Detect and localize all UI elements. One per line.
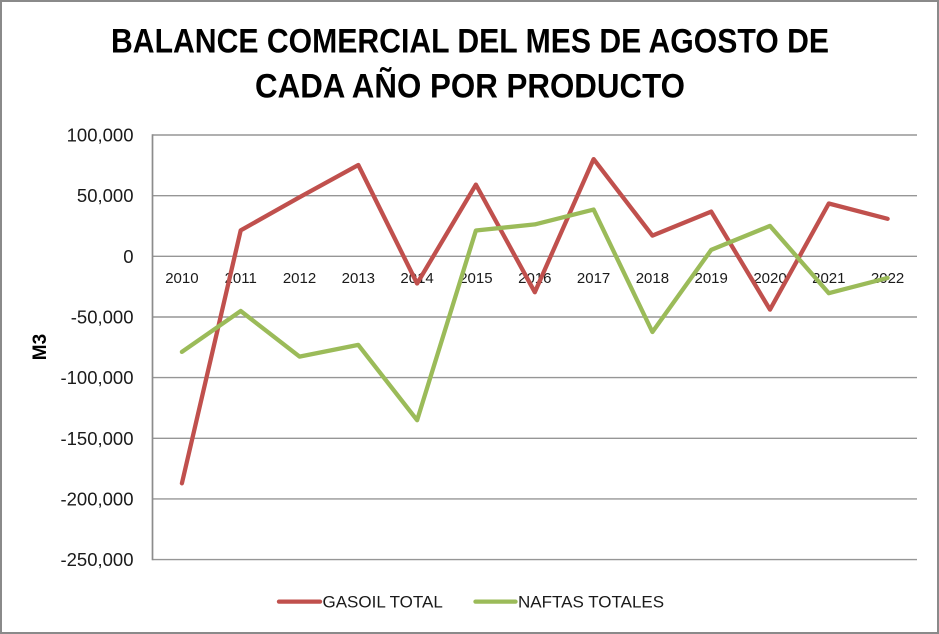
- svg-text:CADA AÑO POR PRODUCTO: CADA AÑO POR PRODUCTO: [255, 68, 685, 106]
- svg-text:2013: 2013: [342, 270, 375, 287]
- svg-text:100,000: 100,000: [67, 125, 134, 146]
- svg-text:GASOIL TOTAL: GASOIL TOTAL: [323, 593, 443, 612]
- svg-text:-50,000: -50,000: [71, 307, 134, 328]
- svg-text:2020: 2020: [753, 270, 786, 287]
- svg-text:-100,000: -100,000: [60, 367, 133, 388]
- svg-text:2014: 2014: [400, 270, 433, 287]
- svg-text:2017: 2017: [577, 270, 610, 287]
- svg-text:-250,000: -250,000: [60, 549, 133, 570]
- svg-text:NAFTAS TOTALES: NAFTAS TOTALES: [518, 593, 664, 612]
- svg-text:2015: 2015: [459, 270, 492, 287]
- svg-text:BALANCE COMERCIAL DEL MES DE A: BALANCE COMERCIAL DEL MES DE AGOSTO DE: [111, 23, 829, 61]
- svg-text:M3: M3: [30, 334, 51, 360]
- svg-text:2012: 2012: [283, 270, 316, 287]
- svg-text:-150,000: -150,000: [60, 428, 133, 449]
- svg-text:50,000: 50,000: [77, 185, 134, 206]
- svg-text:-200,000: -200,000: [60, 488, 133, 509]
- svg-text:0: 0: [123, 246, 133, 267]
- svg-text:2019: 2019: [695, 270, 728, 287]
- svg-text:2010: 2010: [165, 270, 198, 287]
- svg-text:2018: 2018: [636, 270, 669, 287]
